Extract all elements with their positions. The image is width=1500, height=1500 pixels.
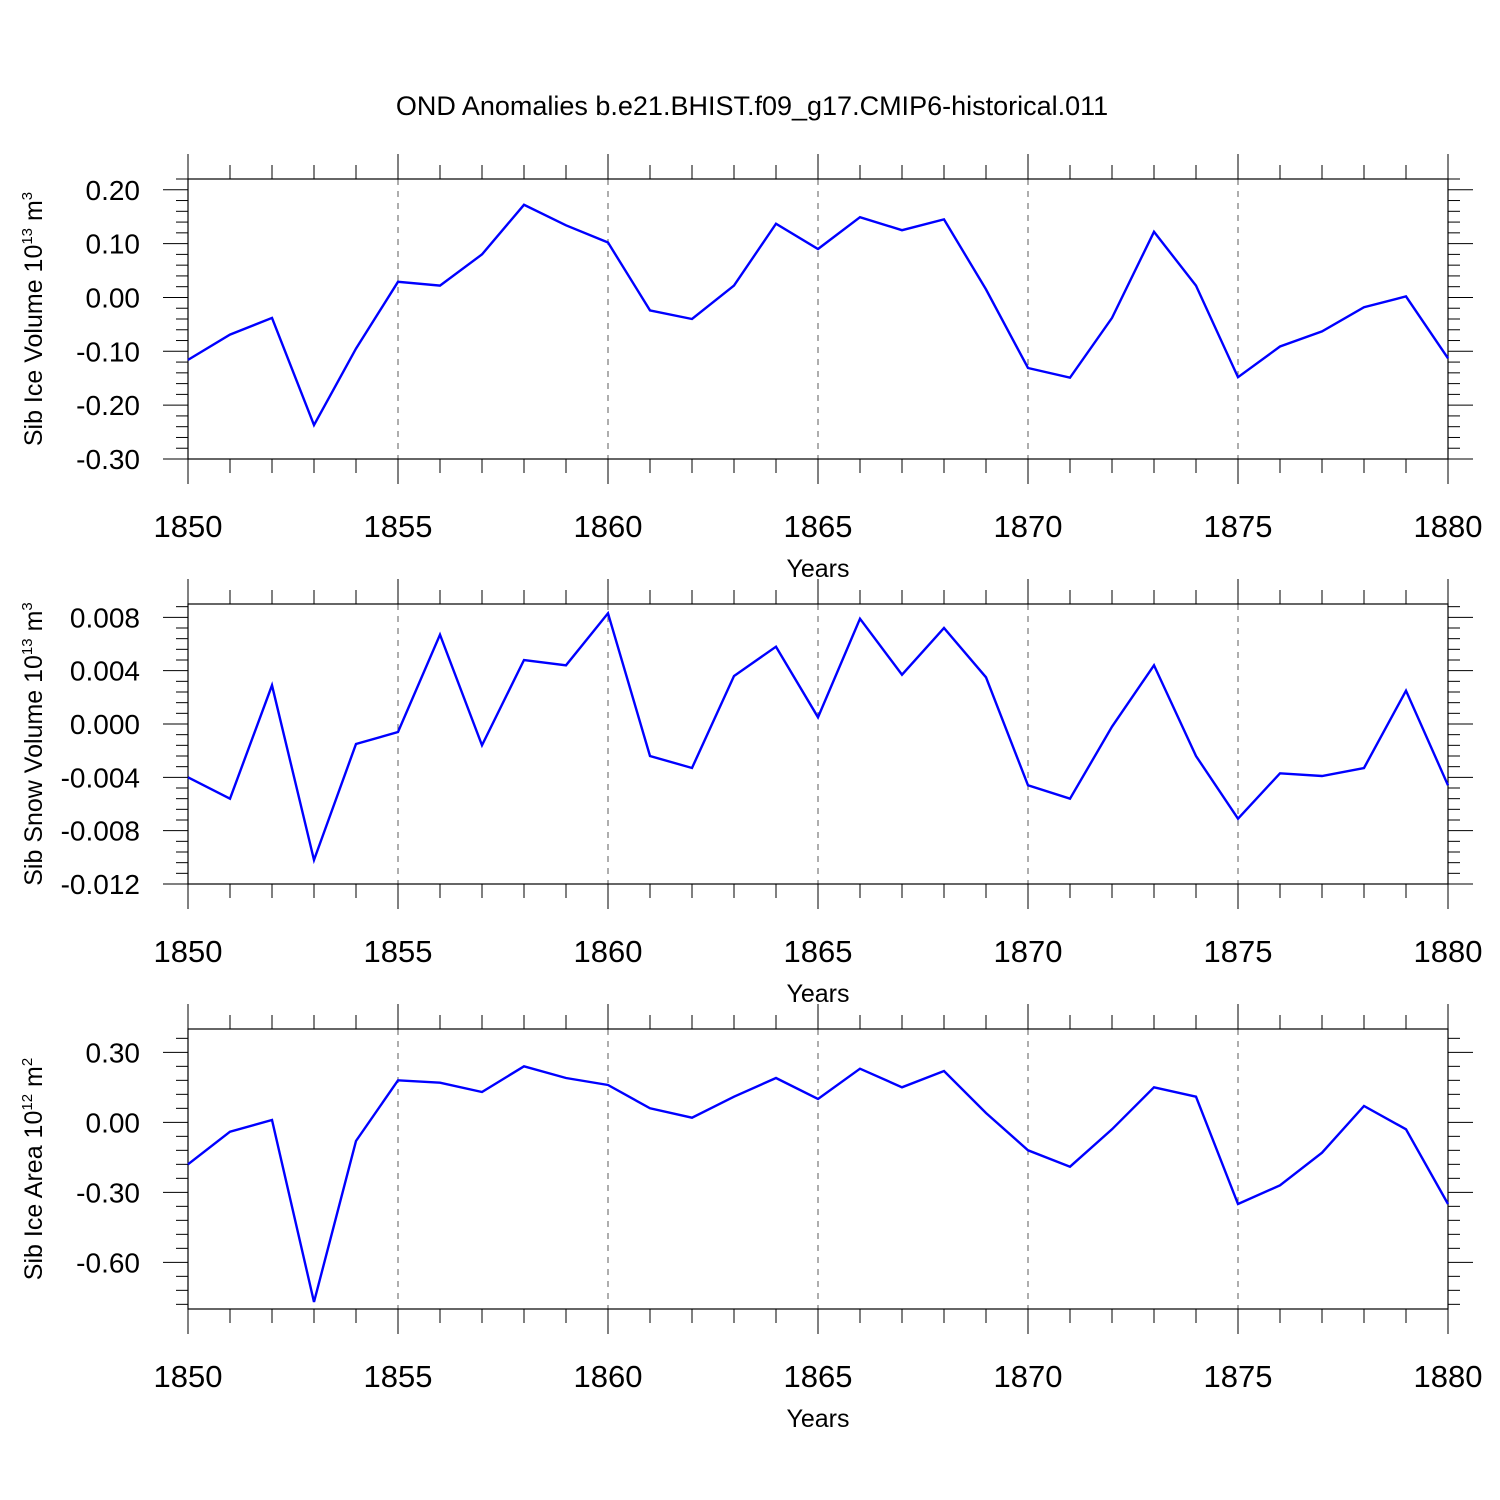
y-tick-label: -0.10 [76, 336, 140, 367]
x-tick-label: 1870 [994, 934, 1063, 969]
y-tick-label: 0.00 [86, 1107, 141, 1138]
y-tick-label: -0.012 [61, 869, 140, 900]
y-tick-label: -0.004 [61, 762, 140, 793]
x-tick-label: 1870 [994, 509, 1063, 544]
y-tick-label: -0.008 [61, 816, 140, 847]
x-tick-label: 1865 [784, 1359, 853, 1394]
x-tick-label: 1850 [154, 509, 223, 544]
y-tick-label: 0.008 [70, 602, 140, 633]
panels: 0.20 0.10 0.00 -0.10 -0.20 -0.30 1850 1855 1860 1… [19, 154, 1482, 1433]
y-tick-label: -0.30 [76, 444, 140, 475]
x-tick-label: 1865 [784, 509, 853, 544]
y-tick-label: -0.60 [76, 1247, 140, 1278]
y-axis-label: Sib Ice Area 1012 m2 [19, 1058, 48, 1280]
x-tick-label: 1860 [574, 934, 643, 969]
x-tick-label: 1875 [1204, 1359, 1273, 1394]
x-tick-label: 1880 [1414, 509, 1483, 544]
x-tick-label: 1875 [1204, 934, 1273, 969]
y-tick-label: 0.004 [70, 656, 140, 687]
chart-title: OND Anomalies b.e21.BHIST.f09_g17.CMIP6-… [396, 91, 1108, 121]
chart-panel-2: 0.008 0.004 0.000 -0.004 -0.008 -0.012 1850 185… [19, 579, 1482, 1008]
chart-panel-3: 0.30 0.00 -0.30 -0.60 1850 1855 1860 1865 1870 18… [19, 1004, 1482, 1433]
x-tick-label: 1855 [364, 1359, 433, 1394]
y-tick-label: -0.30 [76, 1177, 140, 1208]
y-tick-label: -0.20 [76, 390, 140, 421]
x-tick-label: 1875 [1204, 509, 1273, 544]
chart-panel-1: 0.20 0.10 0.00 -0.10 -0.20 -0.30 1850 1855 1860 1… [19, 154, 1482, 583]
y-tick-label: 0.20 [86, 175, 141, 206]
y-axis-label: Sib Snow Volume 1013 m3 [19, 602, 48, 886]
y-tick-label: 0.10 [86, 229, 141, 260]
x-axis-label: Years [786, 555, 849, 583]
x-tick-label: 1865 [784, 934, 853, 969]
y-tick-label: 0.30 [86, 1037, 141, 1068]
x-tick-label: 1855 [364, 509, 433, 544]
y-tick-label: 0.00 [86, 282, 141, 313]
y-axis-label: Sib Ice Volume 1013 m3 [19, 192, 48, 446]
x-tick-label: 1850 [154, 934, 223, 969]
y-tick-label: 0.000 [70, 709, 140, 740]
x-tick-label: 1855 [364, 934, 433, 969]
x-tick-label: 1880 [1414, 934, 1483, 969]
x-tick-label: 1850 [154, 1359, 223, 1394]
x-tick-label: 1870 [994, 1359, 1063, 1394]
x-tick-label: 1880 [1414, 1359, 1483, 1394]
x-axis-label: Years [786, 1405, 849, 1433]
x-tick-label: 1860 [574, 509, 643, 544]
x-tick-label: 1860 [574, 1359, 643, 1394]
x-axis-label: Years [786, 980, 849, 1008]
